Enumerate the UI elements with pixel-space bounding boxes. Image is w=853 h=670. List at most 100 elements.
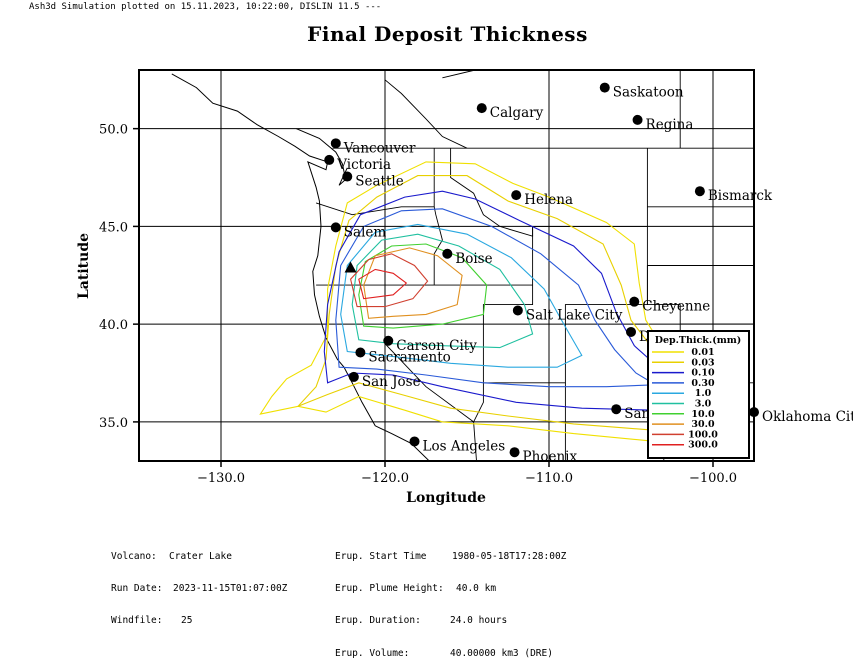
city-label: Salem: [344, 224, 387, 240]
city: Los Angeles: [409, 436, 506, 454]
city-dot: [509, 447, 520, 458]
city-dot: [632, 114, 643, 125]
city: Regina: [632, 114, 694, 133]
plot-frame: [138, 69, 755, 462]
city: Victoria: [324, 154, 391, 173]
city-label: Los Angeles: [423, 438, 506, 454]
city-dot: [355, 347, 366, 358]
y-tick-label: 50.0: [99, 123, 128, 138]
city: Bismarck: [694, 186, 773, 204]
city-label: Seattle: [355, 174, 403, 190]
city: Phoenix: [509, 447, 578, 465]
header-text: Ash3d Simulation plotted on 15.11.2023, …: [29, 2, 382, 12]
info-key: Erup. Volume:: [335, 647, 410, 659]
city: Vancouver: [330, 138, 416, 156]
political-border: [384, 285, 477, 461]
info-row-plume-height: Erup. Plume Height: 40.0 km: [335, 582, 566, 595]
info-row-volcano: Volcano: Crater Lake: [111, 550, 287, 563]
city-label: Bismarck: [708, 188, 773, 204]
info-value: Crater Lake: [169, 550, 232, 562]
info-value: 25: [181, 615, 193, 627]
contour-3.0: [351, 233, 534, 349]
city-label: Vancouver: [343, 140, 416, 156]
legend-entry-label: 100.0: [688, 429, 718, 440]
city-label: Saskatoon: [613, 85, 684, 101]
city: Cheyenne: [629, 296, 710, 315]
legend-entry-label: 0.10: [691, 368, 715, 379]
city-dot: [512, 305, 523, 316]
x-tick-label: −120.0: [361, 471, 409, 486]
city-label: Phoenix: [523, 449, 578, 465]
info-key: Erup. Plume Height:: [335, 582, 444, 594]
city-label: Carson City: [396, 338, 477, 354]
city: Carson City: [383, 335, 477, 354]
city-dot: [694, 186, 705, 197]
contour-1.0: [340, 223, 583, 368]
city-dot: [324, 154, 335, 165]
info-key: Windfile:: [111, 615, 163, 627]
city-dot: [476, 103, 487, 114]
city-label: Regina: [646, 117, 694, 133]
contour-100.0: [349, 253, 429, 308]
info-key: Run Date:: [111, 582, 163, 594]
city-dot: [626, 326, 636, 337]
city-label: Sacramento: [368, 349, 450, 365]
city: Boise: [442, 248, 493, 267]
y-tick-label: 35.0: [99, 416, 128, 431]
legend-entry-label: 0.30: [691, 378, 715, 389]
coastline: [442, 70, 476, 79]
info-row-start-time: Erup. Start Time 1980-05-18T17:28:00Z: [335, 551, 566, 563]
city-label: Cheyenne: [642, 299, 710, 315]
city: Saskatoon: [599, 82, 684, 101]
city-label: Oklahoma City: [762, 409, 853, 425]
run-info-left: Volcano: Crater Lake Run Date: 2023-11-15T…: [111, 530, 287, 638]
political-border: [315, 202, 443, 286]
info-row-windfile: Windfile: 25: [111, 616, 287, 627]
y-tick-label: 45.0: [99, 220, 128, 235]
city: Seattle: [342, 171, 404, 190]
city-dot: [342, 171, 353, 182]
info-row-volume: Erup. Volume: 40.00000 km3 (DRE): [335, 647, 566, 660]
run-info-right: Erup. Start Time 1980-05-18T17:28:00Z Eru…: [335, 530, 566, 670]
city-label: Calgary: [490, 105, 544, 121]
city-dot: [611, 404, 622, 415]
city: Calgary: [476, 103, 544, 121]
info-row-run-date: Run Date: 2023-11-15T01:07:00Z: [111, 582, 288, 595]
city-dot: [330, 138, 341, 149]
y-axis-label: Latitude: [76, 233, 92, 299]
legend-entry-label: 10.0: [691, 409, 715, 420]
legend-entry-label: 30.0: [691, 419, 715, 430]
city-dot: [409, 436, 420, 447]
city-label: Helena: [524, 192, 573, 208]
city-dot: [511, 190, 522, 201]
contour-300.0: [358, 268, 408, 300]
x-tick-label: −110.0: [525, 471, 573, 486]
legend: Dep.Thick.(mm) 0.010.030.100.301.03.010.…: [647, 330, 750, 459]
city: Oklahoma City: [749, 407, 853, 425]
contour-10.0: [358, 243, 488, 329]
y-tick-label: 40.0: [99, 318, 128, 333]
legend-entry-label: 3.0: [695, 399, 712, 410]
legend-entry-label: 0.01: [691, 347, 714, 358]
x-tick-label: −100.0: [689, 471, 737, 486]
info-value: 2023-11-15T01:07:00Z: [173, 582, 288, 594]
city-dot: [599, 82, 610, 93]
city-dot: [629, 296, 640, 307]
info-row-duration: Erup. Duration: 24.0 hours: [335, 616, 566, 627]
city-dot: [348, 371, 359, 382]
coastline: [296, 128, 348, 186]
x-tick-label: −130.0: [197, 471, 245, 486]
info-key: Volcano:: [111, 550, 157, 562]
city-label: Boise: [455, 251, 492, 267]
city: Salem: [330, 222, 387, 240]
city-label: Victoria: [336, 157, 391, 173]
page-title: Final Deposit Thickness: [307, 22, 588, 46]
city-label: San Jose: [362, 374, 421, 390]
legend-entry-label: 0.03: [691, 357, 714, 368]
axis-ticks: −130.0 −120.0 −110.0 −100.0 35.0 40.0 45.0 50.0: [99, 123, 737, 486]
political-border: [384, 70, 468, 149]
volcano-marker: [344, 261, 357, 273]
